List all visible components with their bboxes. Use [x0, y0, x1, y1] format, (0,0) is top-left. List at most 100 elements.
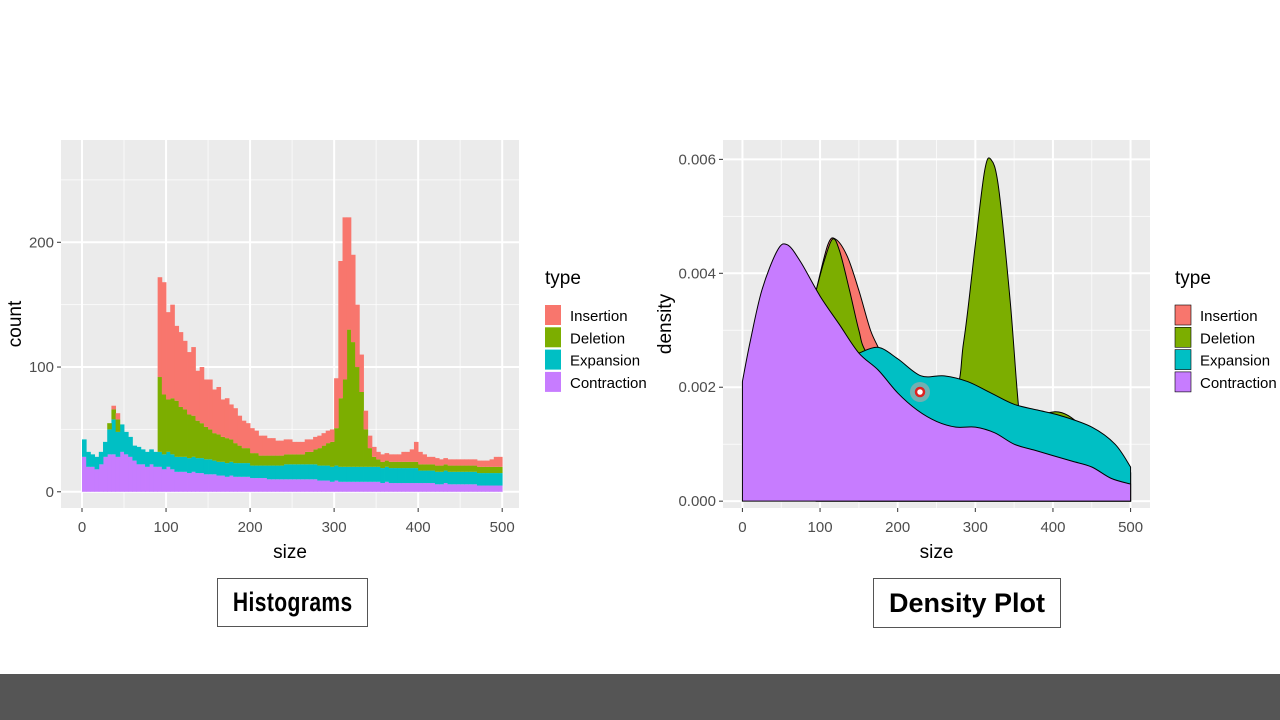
histogram-bar [115, 431, 121, 457]
histogram-bar [342, 379, 348, 467]
legend-swatch-deletion [545, 327, 561, 348]
histogram-bar [426, 456, 432, 465]
histogram-bar [422, 470, 427, 484]
legend-title: type [545, 268, 581, 289]
legend-swatch-contraction [545, 371, 561, 392]
histogram-bar [136, 446, 142, 465]
histogram-bar [317, 448, 322, 466]
histogram-bar [266, 479, 272, 492]
histogram-bar [254, 453, 259, 466]
histogram-bar [363, 429, 369, 467]
histogram-bar [271, 438, 276, 456]
histogram-bar [355, 367, 360, 467]
histogram-bar [342, 481, 348, 492]
y-tick-label: 100 [29, 359, 54, 376]
histogram-bar [224, 398, 230, 439]
histogram-bar [233, 476, 238, 492]
histogram-bar [292, 454, 297, 465]
histogram-bar [418, 464, 423, 471]
histogram-chart: 0 100 200 300 400 500 0 100 200 size count type Inse… [5, 140, 647, 563]
histogram-bar [455, 484, 461, 492]
histogram-bar [371, 446, 377, 457]
histogram-bar [426, 483, 432, 492]
histogram-bar [451, 471, 457, 485]
histogram-bar [367, 435, 373, 449]
histogram-bar [376, 466, 381, 482]
histogram-bar [157, 451, 163, 467]
legend-swatch-insertion [1174, 304, 1192, 326]
histogram-bar [464, 459, 469, 466]
histogram-bar [178, 332, 184, 407]
histogram-bar [338, 481, 343, 492]
x-tick-label: 500 [1118, 519, 1143, 536]
histogram-bar [497, 466, 503, 474]
histogram-bar [405, 451, 411, 462]
histogram-bar [397, 461, 402, 469]
histogram-bar [170, 469, 175, 492]
histogram-bar [413, 483, 419, 492]
histogram-bar [426, 464, 432, 471]
histogram-bar [203, 426, 209, 460]
histogram-bar [447, 465, 453, 472]
histogram-bar [439, 465, 444, 472]
histogram-bar [342, 217, 348, 380]
density-chart: 0 100 200 300 400 500 0.000 0.002 0.004 0.006 size… [655, 140, 1277, 563]
histogram-bar [472, 471, 478, 485]
histogram-bar [304, 439, 310, 452]
x-axis-label: size [273, 542, 307, 563]
histogram-bar [203, 459, 209, 475]
histogram-bar [166, 466, 171, 492]
histogram-bar [195, 473, 201, 492]
histogram-bar [254, 465, 259, 479]
histogram-bar [157, 466, 163, 492]
x-axis-label: size [920, 542, 954, 563]
y-tick-label: 200 [29, 234, 54, 251]
histogram-bar [212, 474, 217, 492]
legend-swatch-expansion [545, 349, 561, 370]
histogram-bar [287, 479, 293, 492]
histogram-bar [321, 480, 327, 492]
histogram-bar [191, 347, 196, 416]
histogram-bar [258, 455, 264, 466]
histogram-bar [237, 415, 243, 446]
histogram-bar [296, 479, 301, 492]
histogram-bar [300, 441, 306, 455]
histogram-bar [250, 465, 255, 479]
histogram-bar [161, 469, 167, 492]
histogram-bar [275, 465, 280, 480]
histogram-bar [174, 400, 180, 457]
histogram-bar [254, 430, 259, 454]
histogram-bar [149, 464, 154, 492]
x-tick-label: 0 [738, 519, 746, 536]
histogram-bar [325, 430, 331, 444]
histogram-bar [271, 455, 276, 466]
histogram-bar [401, 483, 406, 492]
histogram-bar [476, 473, 482, 486]
histogram-bar [258, 478, 264, 492]
histogram-bar [313, 436, 318, 450]
histogram-bar [132, 445, 138, 461]
histogram-bar [250, 478, 255, 492]
histogram-bar [493, 456, 499, 467]
histogram-bar [451, 459, 457, 466]
histogram-bar [153, 466, 159, 492]
histogram-bar [174, 456, 180, 472]
histogram-bar [308, 464, 314, 480]
histogram-bar [384, 466, 390, 482]
histogram-bar [174, 325, 180, 401]
histogram-bar [359, 354, 364, 392]
histogram-bar [317, 435, 322, 449]
histogram-bar [443, 483, 448, 492]
histogram-bar [199, 473, 205, 492]
histogram-bar [413, 441, 419, 462]
histogram-bar [300, 454, 306, 465]
histogram-bar [426, 470, 432, 484]
histogram-bar [237, 463, 243, 477]
histogram-bar [262, 455, 268, 466]
histogram-bar [359, 481, 364, 492]
histogram-bar [443, 458, 448, 465]
histogram-bar [380, 483, 385, 492]
histogram-bar [376, 459, 381, 467]
histogram-bar [229, 404, 234, 440]
legend: type Insertion Deletion Expansion Contractio… [1174, 268, 1277, 393]
